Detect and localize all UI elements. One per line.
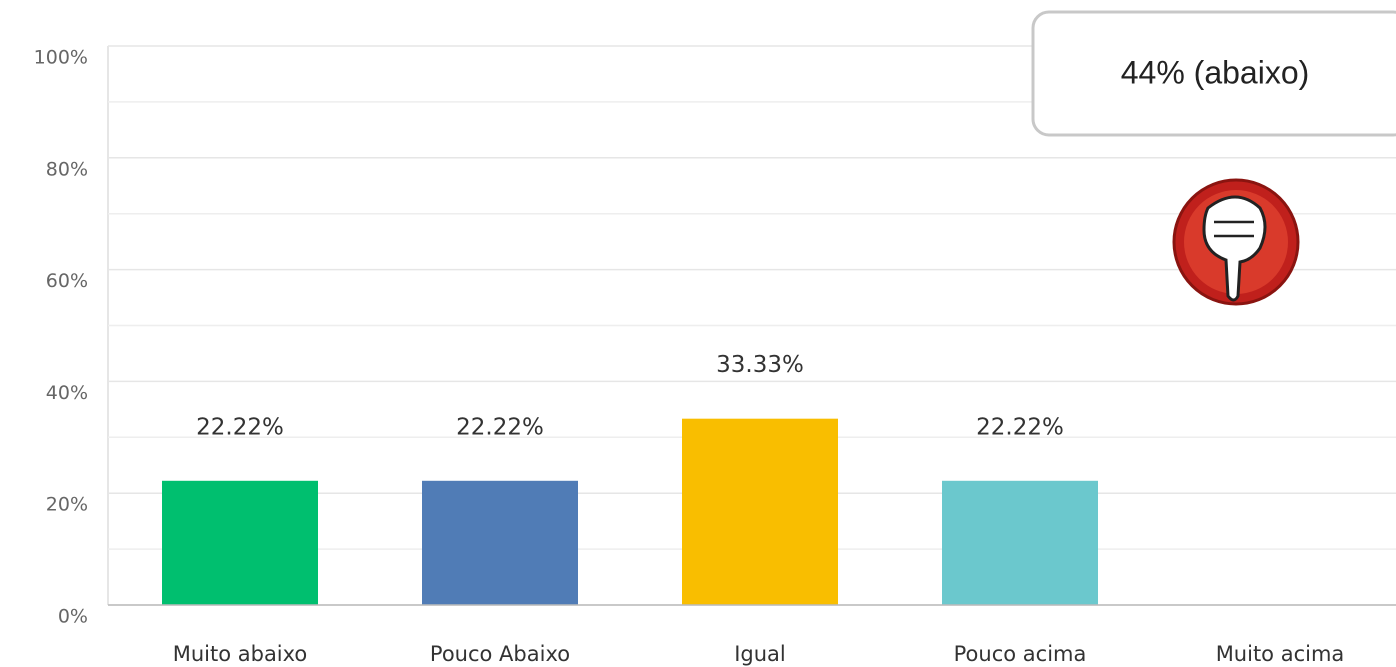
x-tick-label: Muito abaixo [173,642,308,666]
bar [682,418,838,605]
y-tick-label: 80% [46,158,88,180]
bar [942,480,1098,605]
x-tick-label: Muito acima [1216,642,1345,666]
x-tick-label: Pouco acima [954,642,1087,666]
x-tick-label: Igual [734,642,786,666]
y-tick-label: 100% [34,47,88,69]
y-tick-label: 60% [46,270,88,292]
value-label: 33.33% [716,352,804,378]
thumb-down-icon [1172,178,1300,306]
bar [422,480,578,605]
value-label: 22.22% [456,414,544,440]
x-tick-label: Pouco Abaixo [430,642,570,666]
value-label: 22.22% [196,414,284,440]
y-tick-label: 0% [58,606,88,628]
y-tick-label: 20% [46,494,88,516]
annotation: 44% (abaixo) [1121,54,1310,90]
bar [162,480,318,605]
y-tick-label: 40% [46,382,88,404]
value-label: 22.22% [976,414,1064,440]
annotation-box [1031,10,1396,137]
